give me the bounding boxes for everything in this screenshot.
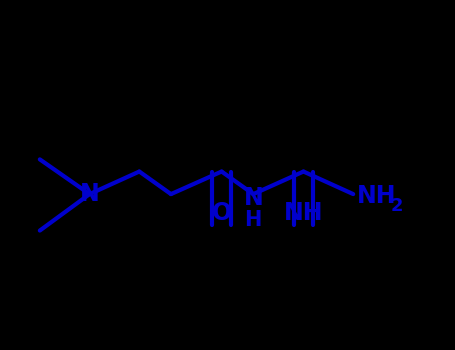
Text: O: O [212,201,232,225]
Text: N: N [80,182,100,206]
Text: NH: NH [284,201,323,225]
Text: NH: NH [357,184,396,208]
Text: H: H [245,210,262,230]
Text: 2: 2 [391,197,403,215]
Text: N: N [243,186,263,210]
